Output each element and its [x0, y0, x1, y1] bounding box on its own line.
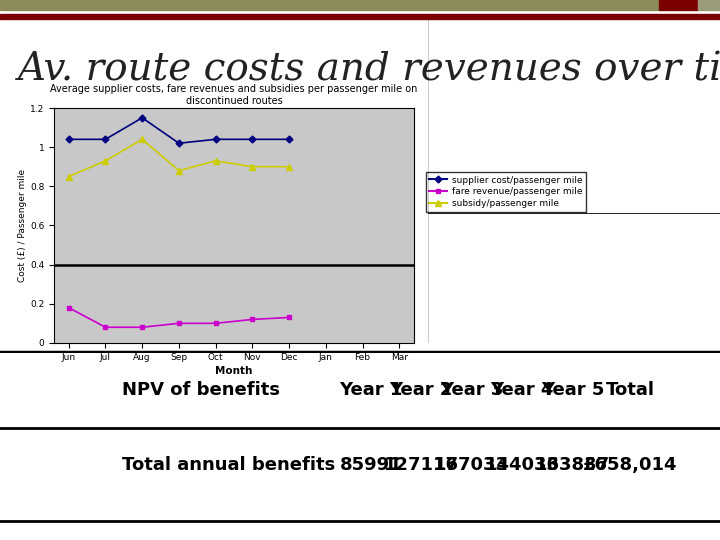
Text: Year 5: Year 5	[541, 381, 604, 399]
Text: Av. route costs and revenues over time: Av. route costs and revenues over time	[18, 51, 720, 88]
Text: Year 2: Year 2	[390, 381, 453, 399]
Bar	[659, 0, 698, 10]
Bar	[698, 0, 720, 10]
Text: 133837: 133837	[535, 456, 610, 474]
Text: 144036: 144036	[485, 456, 559, 474]
X-axis label: Month: Month	[215, 366, 253, 376]
Text: 85991: 85991	[340, 456, 402, 474]
Legend: supplier cost/passenger mile, fare revenue/passenger mile, subsidy/passenger mil: supplier cost/passenger mile, fare reven…	[426, 172, 586, 212]
Text: 127117: 127117	[384, 456, 459, 474]
Text: NPV of benefits: NPV of benefits	[122, 381, 280, 399]
Text: 167033: 167033	[434, 456, 509, 474]
Title: Average supplier costs, fare revenues and subsidies per passenger mile on
discon: Average supplier costs, fare revenues an…	[50, 84, 418, 106]
Text: Total: Total	[606, 381, 654, 399]
Text: Total annual benefits: Total annual benefits	[122, 456, 336, 474]
Text: Year 4: Year 4	[490, 381, 554, 399]
Text: £658,014: £658,014	[582, 456, 678, 474]
Y-axis label: Cost (£) / Passenger mile: Cost (£) / Passenger mile	[18, 169, 27, 282]
Text: Year 1: Year 1	[339, 381, 402, 399]
Text: Year 3: Year 3	[440, 381, 503, 399]
